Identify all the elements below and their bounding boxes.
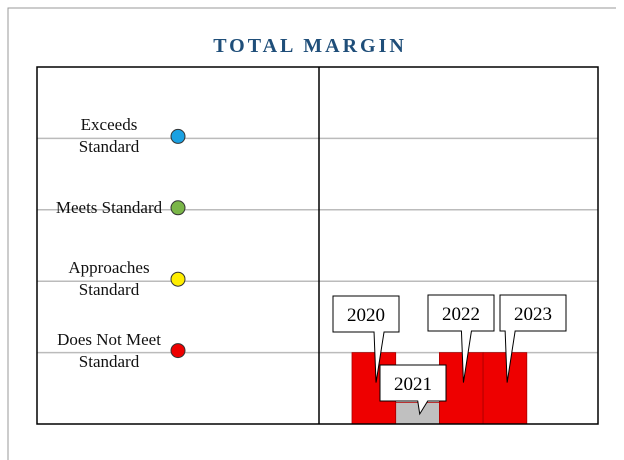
chart-title: TOTAL MARGIN <box>213 35 407 57</box>
bar <box>482 352 528 425</box>
level-dot <box>170 200 186 216</box>
grid <box>37 128 598 359</box>
callout <box>379 364 447 416</box>
y-tick-label: Meets Standard <box>55 197 163 217</box>
marks <box>351 352 528 425</box>
bar <box>395 402 440 425</box>
level-dot <box>170 128 186 144</box>
plot-frame <box>36 66 599 425</box>
y-tick-label: Does Not Meet Standard <box>57 329 161 371</box>
callout <box>427 294 495 383</box>
x-tick-label: 2020 <box>347 305 385 326</box>
x-tick-label: 2023 <box>514 304 552 325</box>
frame <box>7 7 616 460</box>
x-tick-label: 2022 <box>442 304 480 325</box>
bar <box>438 352 484 425</box>
x-tick-label: 2021 <box>394 374 432 395</box>
callout <box>499 294 567 383</box>
level-dot <box>170 271 186 287</box>
y-tick-label: Exceeds Standard <box>78 115 140 157</box>
callout <box>332 295 400 383</box>
y-tick-label: Approaches Standard <box>68 258 150 300</box>
callouts: 2020 2021 2022 2023 <box>332 294 567 416</box>
level-dot <box>170 343 186 359</box>
